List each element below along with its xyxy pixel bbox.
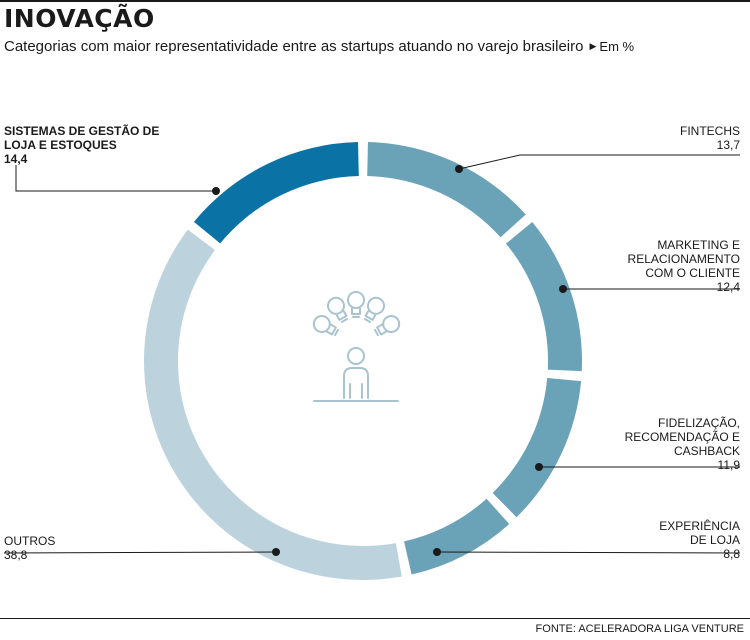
bulb-icon — [363, 296, 385, 324]
leader-line — [15, 165, 216, 192]
leader-dot — [535, 463, 543, 471]
chart-title: INOVAÇÃO — [4, 4, 155, 33]
label-fintechs: Fintechs 13,7 — [560, 124, 740, 152]
leader-dot — [559, 285, 567, 293]
label-name: Fidelização, recomendação e cashback — [624, 416, 740, 458]
label-experiencia: Experiência de loja 8,8 — [560, 519, 740, 561]
triangle-right-icon: ▶ — [589, 41, 597, 51]
leader-dot — [455, 165, 463, 173]
label-outros: Outros 38,8 — [4, 534, 124, 562]
leader-dot — [212, 187, 220, 195]
bulb-icon — [327, 296, 349, 324]
donut-slice — [505, 222, 582, 372]
label-value: 8,8 — [723, 547, 740, 561]
subtitle-text: Categorias com maior representatividade … — [4, 38, 584, 55]
label-name: Sistemas de gestão de loja e estoques — [4, 124, 160, 152]
leader-line — [3, 551, 277, 554]
donut-slice — [367, 142, 526, 238]
label-name: Experiência de loja — [659, 519, 740, 547]
leader-line — [458, 154, 740, 170]
top-rule — [0, 0, 750, 2]
label-value: 38,8 — [4, 548, 28, 562]
label-name: Marketing e relacionamento com o cliente — [627, 238, 740, 280]
donut-slice — [404, 498, 510, 575]
donut-slice — [144, 229, 402, 581]
label-fidelizacao: Fidelização, recomendação e cashback 11,… — [560, 416, 740, 472]
donut-slice — [193, 142, 359, 244]
leader-line — [436, 551, 741, 554]
person-head — [347, 347, 365, 365]
person-body — [343, 367, 369, 399]
label-sistemas: Sistemas de gestão de loja e estoques 14… — [4, 124, 204, 166]
bulb-icon — [312, 315, 340, 337]
idea-person-icon — [312, 291, 401, 402]
unit-label: Em % — [599, 39, 635, 54]
bulb-icon — [373, 315, 401, 337]
chart-subtitle: Categorias com maior representatividade … — [4, 38, 634, 55]
label-name: Outros — [4, 534, 56, 548]
bottom-rule — [0, 618, 750, 619]
donut-slice — [492, 377, 582, 518]
label-value: 13,7 — [716, 138, 740, 152]
label-value: 12,4 — [716, 280, 740, 294]
source-note: FONTE: ACELERADORA LIGA VENTURE — [535, 623, 744, 635]
leader-dot — [272, 548, 280, 556]
label-marketing: Marketing e relacionamento com o cliente… — [560, 238, 740, 294]
label-name: Fintechs — [680, 124, 740, 138]
leader-dot — [433, 548, 441, 556]
bulb-icon — [347, 291, 365, 318]
label-value: 11,9 — [717, 458, 740, 472]
label-value: 14,4 — [4, 152, 28, 166]
